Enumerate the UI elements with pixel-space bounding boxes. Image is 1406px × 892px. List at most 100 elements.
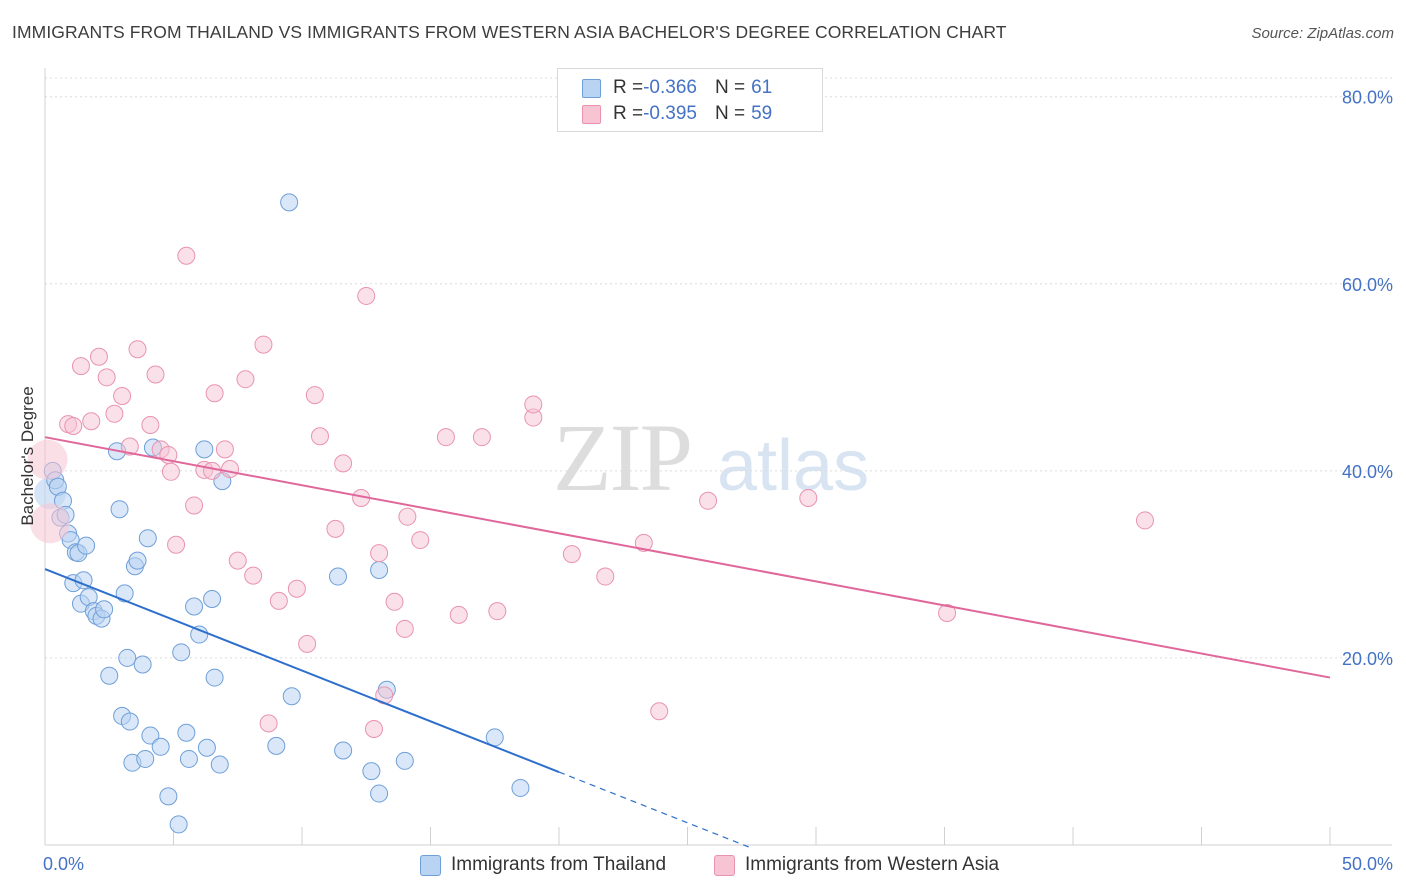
western-asia-point [161,462,180,481]
source-label: Source: ZipAtlas.com [1251,25,1394,42]
western-asia-point [221,459,240,478]
thailand-point [190,625,209,644]
thailand-point [120,712,139,731]
thailand-point [128,551,147,570]
thailand-point [370,784,389,803]
western-asia-point [524,395,543,414]
western-asia-point [185,496,204,515]
watermark-zip: ZIP [553,404,691,511]
stats-row-thailand: R = -0.366 N = 61 [582,75,772,101]
western-asia-point [596,567,615,586]
western-asia-point [254,335,273,354]
thailand-point [334,741,353,760]
y-tick-label-20: 20.0% [1342,649,1393,669]
thailand-point [205,668,224,687]
thailand-point [141,726,160,745]
western-asia-n-value: 59 [751,103,773,124]
western-asia-point [298,634,317,653]
watermark: ZIP atlas [553,404,869,511]
western-asia-point [205,384,224,403]
y-tick-label-40: 40.0% [1342,462,1393,482]
thailand-point [203,589,222,608]
legend-item-thailand: Immigrants from Thailand [420,852,666,878]
thailand-point [169,815,188,834]
western-asia-point [89,347,108,366]
western-asia-point [310,427,329,446]
stats-row-western-asia: R = -0.395 N = 59 [582,101,772,127]
thailand-swatch [582,78,601,98]
western-asia-point [634,533,653,552]
x-tick-label-50: 50.0% [1342,854,1393,874]
thailand-r-label: R = [613,77,644,98]
western-asia-point [385,592,404,611]
western-asia-point [141,416,160,435]
western-asia-point [113,387,132,406]
legend-western-asia-label: Immigrants from Western Asia [745,854,1000,875]
thailand-point [280,193,299,212]
western-asia-point [146,365,165,384]
western-asia-point [167,535,186,554]
western-asia-point [236,370,255,389]
western-asia-point [105,404,124,423]
western-asia-r-label: R = [613,103,644,124]
thailand-point [362,762,381,781]
thailand-point [185,597,204,616]
thailand-point [151,737,170,756]
thailand-point [159,787,178,806]
western-asia-point [71,357,90,376]
western-asia-point [30,503,71,544]
series-western-asia-points [27,246,1154,739]
thailand-point [95,600,114,619]
thailand-n-value: 61 [751,77,773,98]
stats-legend: R = -0.366 N = 61 R = -0.395 N = 59 [557,68,823,132]
thailand-point [110,500,129,519]
western-asia-point [364,720,383,739]
legend-thailand-label: Immigrants from Thailand [451,854,667,875]
x-tick-label-0: 0.0% [43,854,84,874]
western-asia-point [244,566,263,585]
watermark-atlas: atlas [717,426,869,506]
y-tick-label-80: 80.0% [1342,88,1393,108]
western-asia-point [357,286,376,305]
western-asia-point [411,531,430,550]
thailand-r-value: -0.366 [643,77,697,98]
western-asia-point [82,412,101,431]
thailand-n-label: N = [714,77,746,98]
western-asia-n-label: N = [714,103,746,124]
western-asia-point [326,519,345,538]
western-asia-point [650,702,669,721]
western-asia-point [1135,511,1154,530]
thailand-point [115,584,134,603]
western-asia-point [398,507,417,526]
thailand-point [77,536,96,555]
thailand-point [118,648,137,667]
western-asia-point [64,416,83,435]
western-asia-point [562,545,581,564]
legend-thailand-swatch [420,854,441,876]
western-asia-point [177,246,196,265]
y-tick-label-60: 60.0% [1342,275,1393,295]
western-asia-point [120,437,139,456]
western-asia-point [395,619,414,638]
thailand-point [100,666,119,685]
thailand-point [267,736,286,755]
thailand-point [370,561,389,580]
western-asia-point [449,605,468,624]
western-asia-point [370,544,389,563]
thailand-point [210,755,229,774]
western-asia-point [334,454,353,473]
western-asia-point [203,461,222,480]
western-asia-swatch [582,104,601,124]
western-asia-point [27,439,68,480]
western-asia-point [436,428,455,447]
western-asia-point [259,714,278,733]
thailand-trend-line [44,568,560,773]
thailand-point [395,751,414,770]
western-asia-point [287,579,306,598]
legend-western-asia-swatch [714,854,735,876]
chart-title: IMMIGRANTS FROM THAILAND VS IMMIGRANTS F… [12,22,1007,42]
thailand-point [136,749,155,768]
thailand-point [197,738,216,757]
western-asia-point [938,604,957,623]
